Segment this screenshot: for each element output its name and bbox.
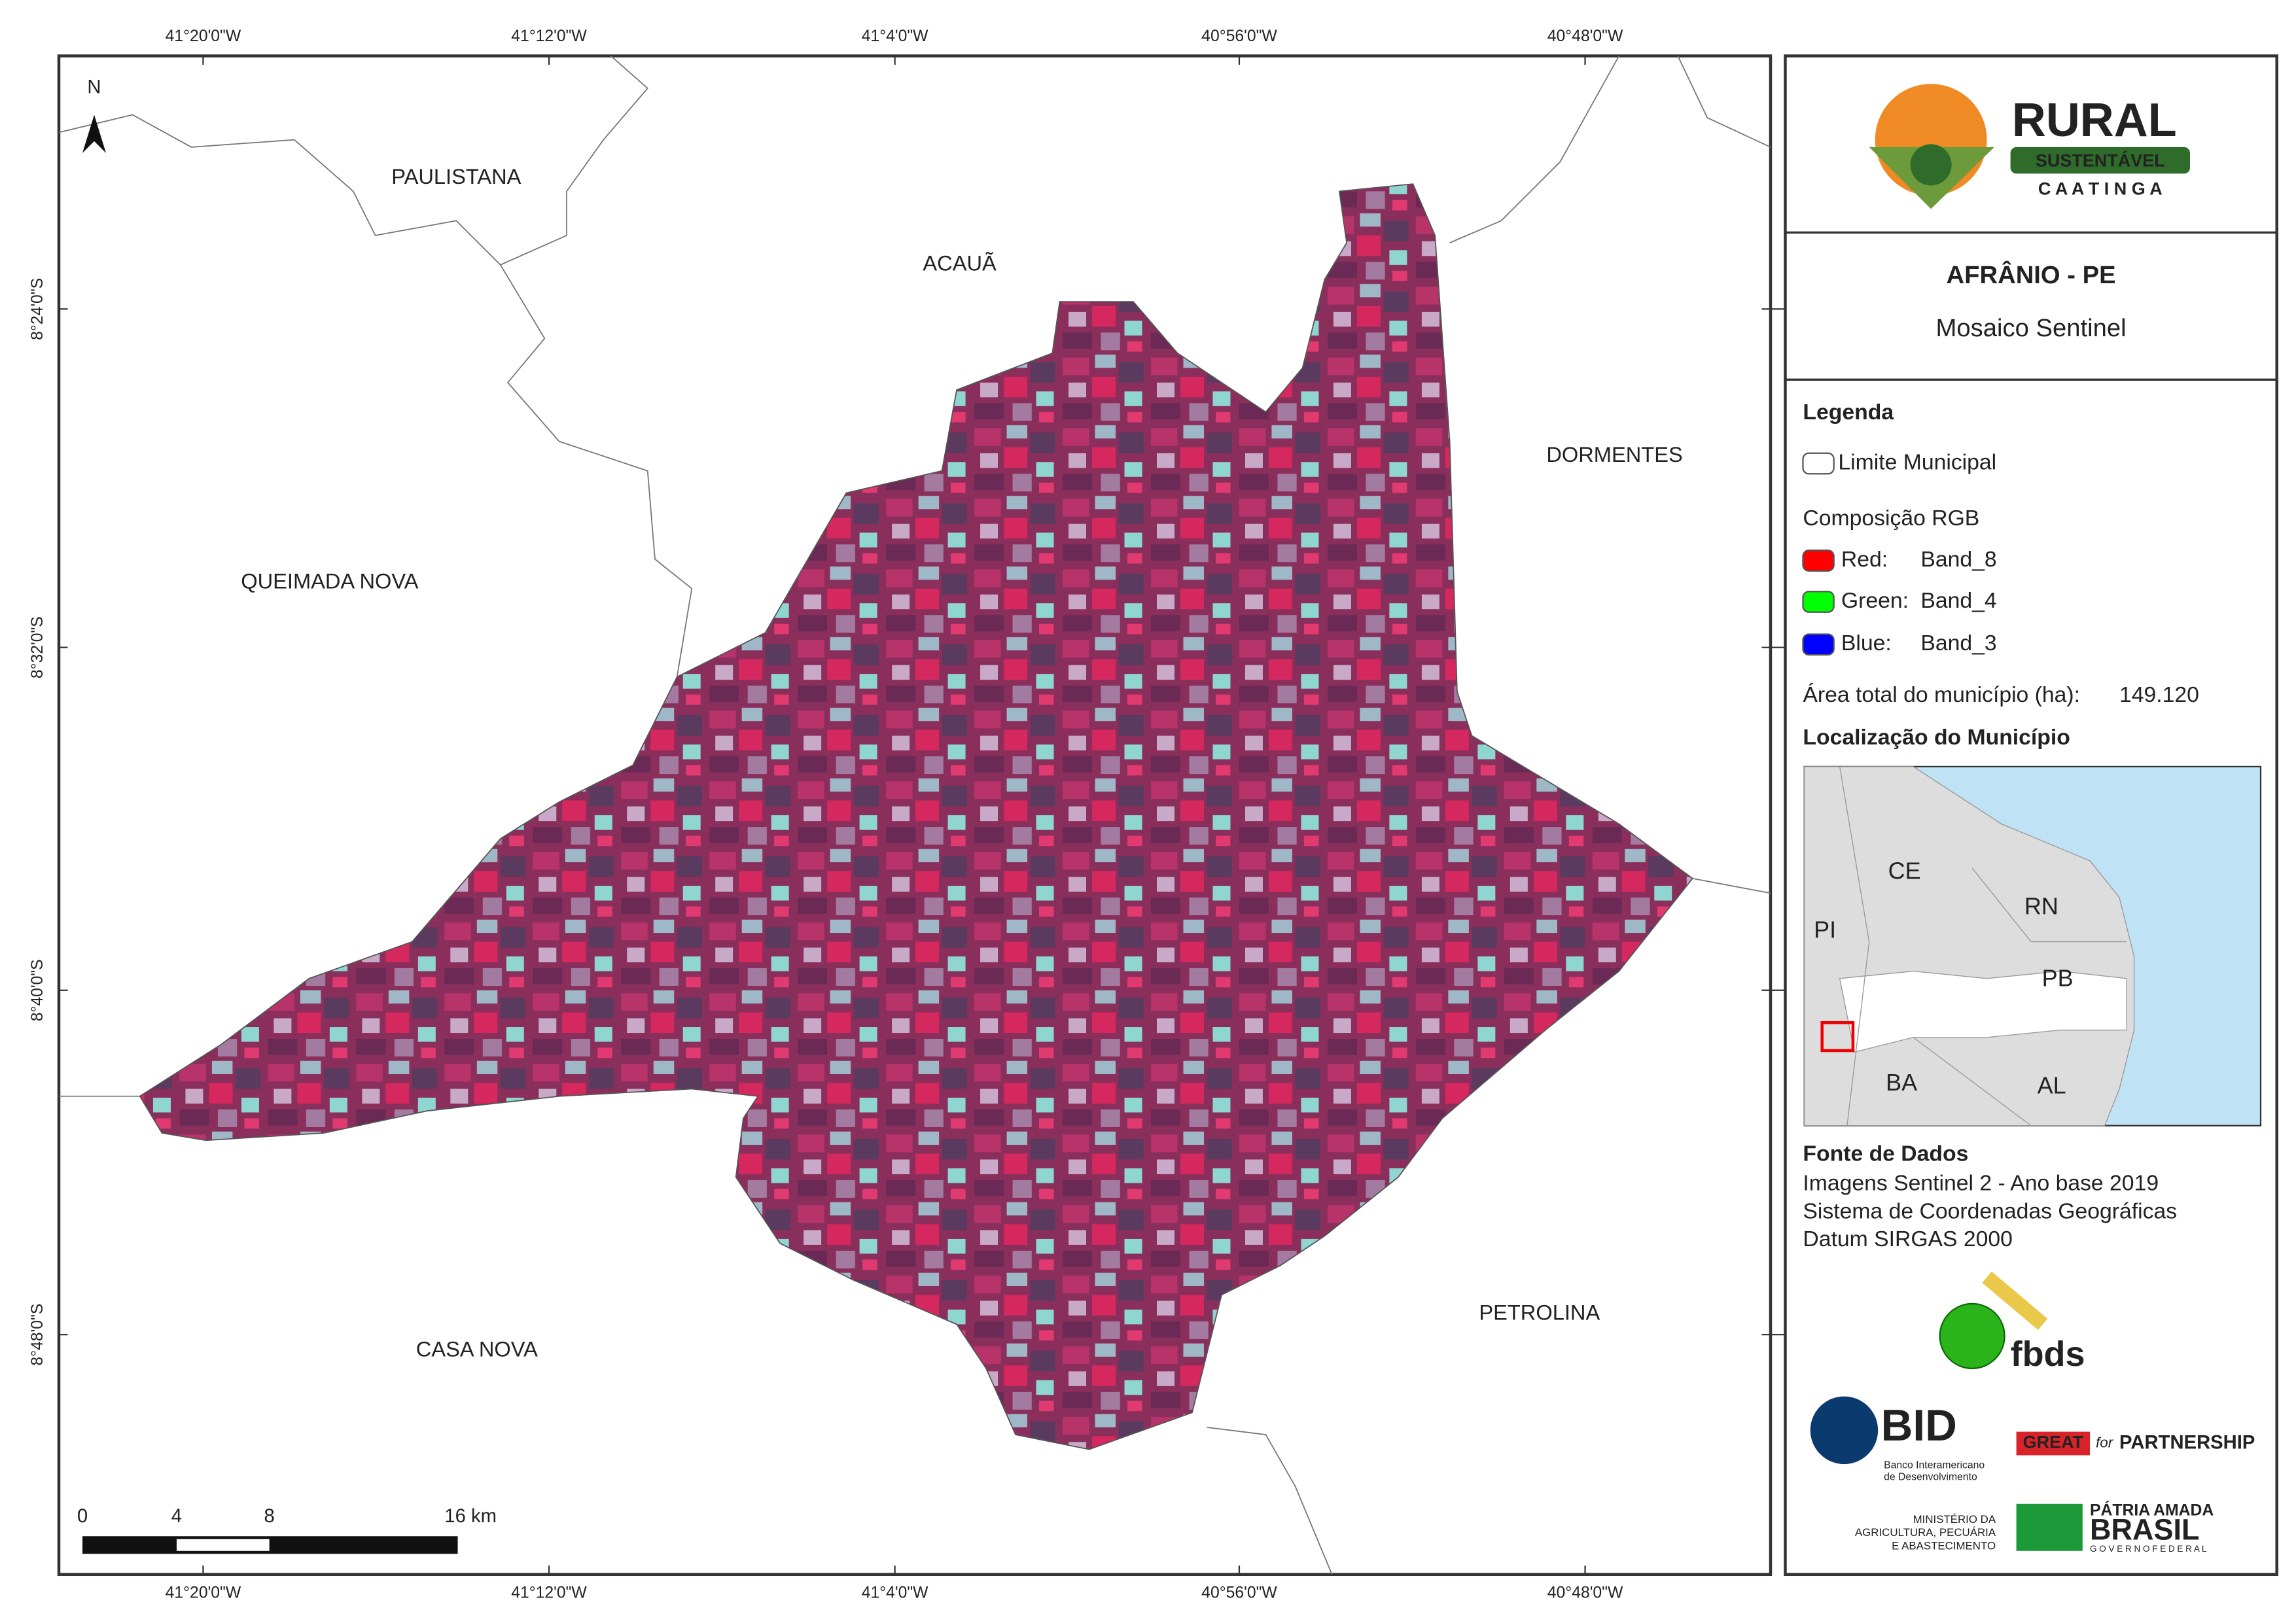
legend-item: Limite Municipal bbox=[1838, 449, 1996, 474]
place-label: DORMENTES bbox=[1546, 442, 1682, 466]
bid-name: Banco Interamericano bbox=[1884, 1459, 1985, 1471]
place-label: CASA NOVA bbox=[416, 1336, 538, 1361]
place-label: PAULISTANA bbox=[391, 164, 521, 188]
place-label: QUEIMADA NOVA bbox=[241, 568, 418, 593]
north-arrow bbox=[82, 114, 106, 153]
fbds-logo bbox=[1939, 1302, 2005, 1369]
patria-label: PÁTRIA AMADA bbox=[2090, 1501, 2214, 1520]
band-name: Band_3 bbox=[1920, 631, 1996, 655]
band-name: Band_8 bbox=[1920, 547, 1996, 572]
coord-label-top: 41°12'0"W bbox=[511, 27, 587, 45]
coord-label-top: 40°56'0"W bbox=[1201, 27, 1277, 45]
place-label: PETROLINA bbox=[1479, 1300, 1600, 1324]
great-label: GREAT bbox=[2023, 1433, 2084, 1452]
coord-label-bottom: 41°4'0"W bbox=[862, 1584, 928, 1602]
boundary-line bbox=[1677, 56, 1771, 148]
band-swatch bbox=[1802, 633, 1835, 656]
area-value: 149.120 bbox=[2119, 682, 2199, 707]
state-label: RN bbox=[2024, 892, 2058, 919]
brasil-flag-logo bbox=[2016, 1503, 2083, 1551]
legend-subheading: Composição RGB bbox=[1803, 506, 1979, 531]
scale-label: 8 bbox=[264, 1506, 275, 1527]
partnership-label: PARTNERSHIP bbox=[2119, 1432, 2255, 1453]
state-label: PI bbox=[1814, 916, 1836, 943]
inset-locator bbox=[1820, 1021, 1855, 1053]
coord-label-bottom: 41°12'0"W bbox=[511, 1584, 587, 1602]
coord-label-bottom: 40°48'0"W bbox=[1547, 1584, 1623, 1602]
scale-bar-segment bbox=[82, 1536, 458, 1554]
state-label: PB bbox=[2042, 965, 2074, 992]
bid-name: de Desenvolvimento bbox=[1884, 1471, 1977, 1482]
source-line: Datum SIRGAS 2000 bbox=[1803, 1227, 2012, 1251]
band-channel: Green: bbox=[1841, 588, 1909, 613]
bid-label: BID bbox=[1881, 1401, 1957, 1450]
coord-label-left: 8°48'0"S bbox=[29, 1304, 46, 1366]
boundary-line bbox=[1692, 877, 1771, 894]
coord-label-left: 8°40'0"S bbox=[29, 959, 46, 1021]
coord-label-left: 8°24'0"S bbox=[29, 278, 46, 340]
boundary-line bbox=[1207, 1426, 1333, 1575]
for-label: for bbox=[2096, 1435, 2114, 1451]
coord-label-bottom: 41°20'0"W bbox=[166, 1584, 241, 1602]
logo-title: RURAL bbox=[2012, 94, 2177, 147]
logo-tree bbox=[1910, 144, 1952, 186]
state-label: AL bbox=[2038, 1072, 2066, 1099]
scale-bar-segment bbox=[176, 1539, 270, 1551]
logo-subtitle: SUSTENTÁVEL bbox=[2036, 150, 2165, 171]
legend-heading: Legenda bbox=[1803, 400, 1894, 425]
band-channel: Blue: bbox=[1841, 631, 1892, 655]
map-subtitle: Mosaico Sentinel bbox=[1936, 314, 2127, 342]
band-swatch bbox=[1802, 591, 1835, 613]
logo-tagline: C A A T I N G A bbox=[2038, 179, 2163, 198]
scale-bar bbox=[82, 1536, 458, 1554]
sources-heading: Fonte de Dados bbox=[1803, 1142, 1968, 1166]
state-label: CE bbox=[1888, 857, 1921, 884]
band-channel: Red: bbox=[1841, 547, 1888, 572]
boundary-swatch bbox=[1802, 452, 1835, 475]
coord-label-top: 41°20'0"W bbox=[166, 27, 241, 45]
inset-state-lines bbox=[1839, 766, 2127, 1126]
ministry-line: MINISTÉRIO DA bbox=[1913, 1513, 1996, 1526]
source-line: Sistema de Coordenadas Geográficas bbox=[1803, 1198, 2177, 1223]
logo-rural bbox=[1869, 84, 2191, 209]
boundary-line bbox=[500, 56, 648, 266]
inset-pernambuco bbox=[1839, 970, 2127, 1053]
source-line: Imagens Sentinel 2 - Ano base 2019 bbox=[1803, 1171, 2159, 1196]
band-name: Band_4 bbox=[1920, 588, 1996, 613]
map-title: AFRÂNIO - PE bbox=[1947, 260, 2116, 289]
band-swatch bbox=[1802, 550, 1835, 572]
bid-logo bbox=[1810, 1396, 1879, 1465]
ministry-line: AGRICULTURA, PECUÁRIA bbox=[1855, 1526, 1996, 1539]
municipality-mosaic bbox=[139, 183, 1694, 1450]
neighbor-boundaries bbox=[59, 56, 1771, 1575]
coord-label-bottom: 40°56'0"W bbox=[1201, 1584, 1277, 1602]
state-label: BA bbox=[1886, 1069, 1917, 1096]
coord-label-top: 40°48'0"W bbox=[1547, 27, 1623, 45]
governo-label: G O V E R N O F E D E R A L bbox=[2090, 1544, 2207, 1554]
fbds-label: fbds bbox=[2011, 1335, 2085, 1374]
place-label: ACAUÃ bbox=[923, 251, 997, 275]
scale-label: 16 km bbox=[444, 1506, 497, 1527]
boundary-line bbox=[1449, 56, 1620, 243]
ministry-line: E ABASTECIMENTO bbox=[1892, 1539, 1996, 1552]
scale-label: 0 bbox=[77, 1506, 88, 1527]
coord-label-left: 8°32'0"S bbox=[29, 616, 46, 678]
fbds-logo-bar bbox=[1982, 1271, 2048, 1330]
north-label: N bbox=[87, 77, 101, 98]
great-badge bbox=[2016, 1431, 2091, 1456]
scale-label: 4 bbox=[171, 1506, 182, 1527]
coord-label-top: 41°4'0"W bbox=[862, 27, 928, 45]
location-heading: Localização do Município bbox=[1803, 725, 2070, 750]
logo-banner bbox=[2010, 147, 2191, 174]
brasil-label: BRASIL bbox=[2090, 1512, 2199, 1546]
area-label: Área total do município (ha): bbox=[1803, 682, 2080, 707]
